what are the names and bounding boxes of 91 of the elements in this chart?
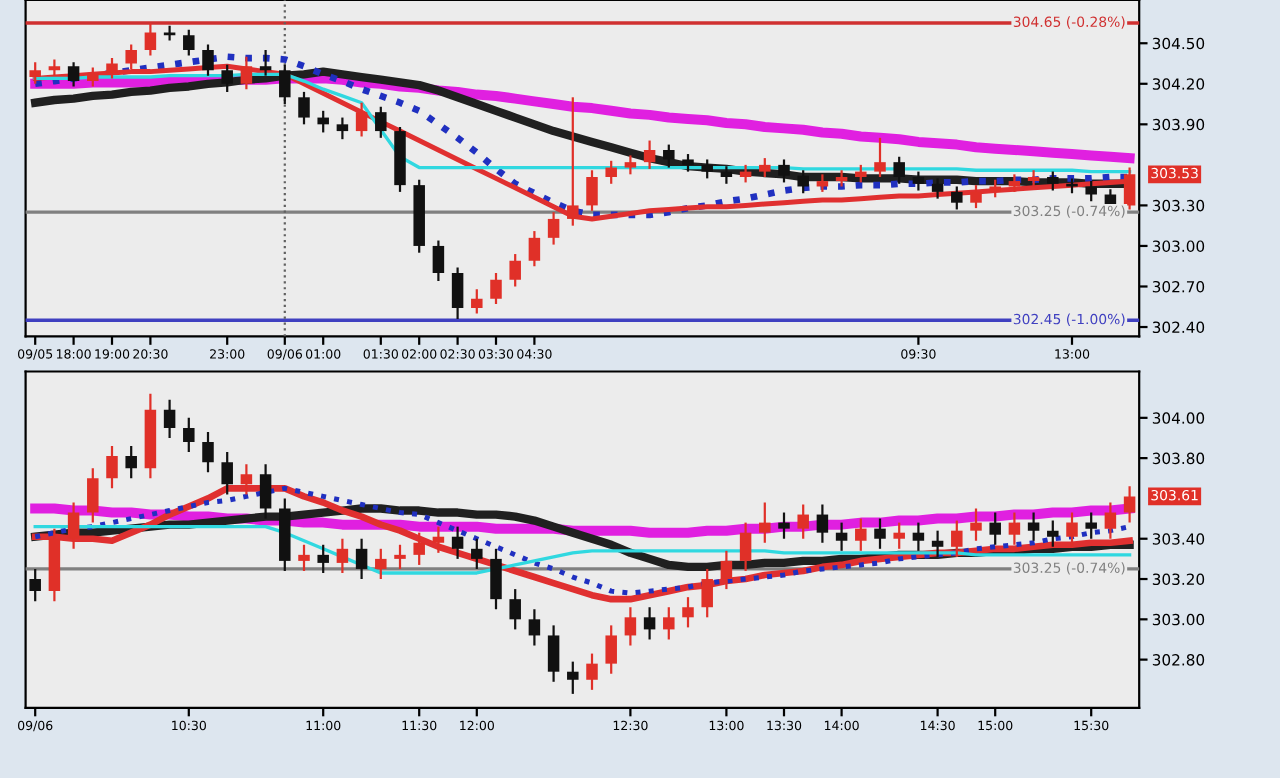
candlestick bbox=[605, 624, 617, 675]
candlestick bbox=[893, 155, 905, 185]
candlestick bbox=[375, 547, 387, 581]
candlestick bbox=[1123, 485, 1136, 524]
candlestick bbox=[490, 547, 502, 611]
candlestick bbox=[451, 525, 464, 560]
candlestick bbox=[144, 21, 157, 57]
candlestick bbox=[317, 109, 329, 134]
candlestick bbox=[970, 507, 982, 542]
candlestick bbox=[1047, 170, 1059, 192]
candlestick bbox=[509, 252, 521, 288]
candlestick bbox=[567, 660, 579, 695]
candlestick bbox=[912, 170, 925, 192]
candlestick bbox=[874, 517, 886, 550]
candlestick bbox=[893, 521, 905, 550]
candlestick bbox=[202, 43, 214, 77]
candlestick bbox=[759, 501, 771, 544]
candlestick bbox=[835, 169, 848, 188]
candlestick bbox=[778, 158, 790, 184]
candlestick bbox=[183, 28, 195, 57]
candlestick bbox=[931, 177, 944, 200]
candlestick bbox=[931, 529, 944, 558]
candlestick bbox=[1027, 511, 1040, 542]
candlestick bbox=[816, 503, 829, 544]
candlestick bbox=[586, 169, 598, 212]
candlestick bbox=[163, 398, 176, 440]
candlestick bbox=[874, 136, 886, 179]
candlestick bbox=[1047, 519, 1059, 548]
candlestick bbox=[951, 185, 963, 211]
candlestick bbox=[336, 537, 349, 575]
candlestick bbox=[355, 537, 368, 581]
candlestick bbox=[490, 271, 502, 306]
candlestick bbox=[375, 105, 387, 139]
candlestick bbox=[183, 416, 195, 454]
candlestick bbox=[547, 624, 560, 683]
candlestick bbox=[163, 24, 176, 42]
candlestick bbox=[29, 567, 41, 603]
candlestick bbox=[951, 519, 963, 558]
candlestick bbox=[221, 450, 233, 496]
candlestick bbox=[643, 606, 656, 641]
candlestick bbox=[259, 463, 272, 520]
candlestick bbox=[394, 543, 406, 571]
candlestick bbox=[413, 531, 425, 567]
candlestick bbox=[528, 608, 541, 647]
candlestick bbox=[1085, 511, 1097, 540]
candlestick bbox=[778, 511, 790, 540]
candlestick bbox=[682, 596, 694, 629]
candlestick bbox=[1008, 511, 1021, 546]
candlestick bbox=[1104, 501, 1117, 540]
candlestick bbox=[432, 525, 445, 554]
candlestick bbox=[624, 606, 637, 647]
candlestick bbox=[701, 158, 713, 180]
candlestick bbox=[298, 90, 310, 126]
candlestick bbox=[1027, 169, 1040, 188]
candlestick bbox=[970, 184, 982, 210]
candlestick bbox=[624, 154, 637, 176]
candlestick bbox=[720, 549, 733, 591]
candlestick bbox=[797, 503, 809, 540]
candlestick bbox=[355, 101, 368, 138]
candlestick bbox=[643, 139, 656, 171]
candlestick bbox=[87, 467, 99, 524]
candlestick bbox=[739, 521, 752, 573]
candlestick bbox=[912, 521, 925, 552]
candlestick bbox=[797, 169, 809, 195]
candlestick bbox=[67, 61, 80, 88]
candlestick bbox=[835, 521, 848, 552]
candlestick bbox=[1085, 179, 1097, 203]
candlestick bbox=[451, 266, 464, 321]
candlestick bbox=[663, 143, 675, 169]
candlestick bbox=[509, 587, 521, 631]
candlestick bbox=[759, 157, 771, 179]
candlestick bbox=[471, 288, 483, 315]
candlestick bbox=[586, 652, 598, 691]
candlestick bbox=[471, 537, 483, 571]
candlestick bbox=[279, 63, 291, 106]
candlestick bbox=[605, 159, 617, 185]
candlestick bbox=[528, 229, 541, 268]
candlestick bbox=[663, 606, 675, 641]
candlestick bbox=[259, 48, 272, 77]
candlestick bbox=[989, 511, 1001, 546]
candlestick bbox=[317, 543, 329, 575]
candlestick bbox=[855, 517, 867, 552]
candlestick bbox=[432, 239, 445, 283]
candlestick bbox=[125, 444, 137, 480]
candlestick bbox=[336, 116, 349, 141]
candlestick bbox=[106, 444, 118, 490]
candlestick bbox=[298, 543, 310, 573]
candlestick bbox=[67, 501, 80, 550]
candlestick bbox=[1066, 511, 1078, 548]
candlestick bbox=[221, 63, 233, 93]
candlestick bbox=[202, 430, 214, 474]
